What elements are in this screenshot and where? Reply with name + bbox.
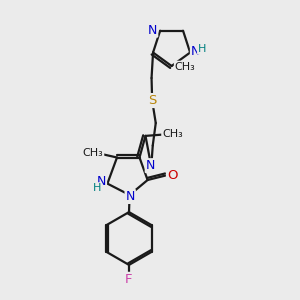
- Text: N: N: [148, 24, 157, 37]
- Text: N: N: [191, 44, 200, 58]
- Text: CH₃: CH₃: [82, 148, 103, 158]
- Text: CH₃: CH₃: [162, 129, 183, 139]
- Text: CH₃: CH₃: [175, 61, 196, 72]
- Text: N: N: [146, 159, 155, 172]
- Text: F: F: [125, 273, 133, 286]
- Text: H: H: [198, 44, 206, 54]
- Text: N: N: [125, 190, 135, 203]
- Text: S: S: [148, 94, 156, 107]
- Text: N: N: [97, 175, 106, 188]
- Text: O: O: [167, 169, 178, 182]
- Text: H: H: [93, 183, 101, 193]
